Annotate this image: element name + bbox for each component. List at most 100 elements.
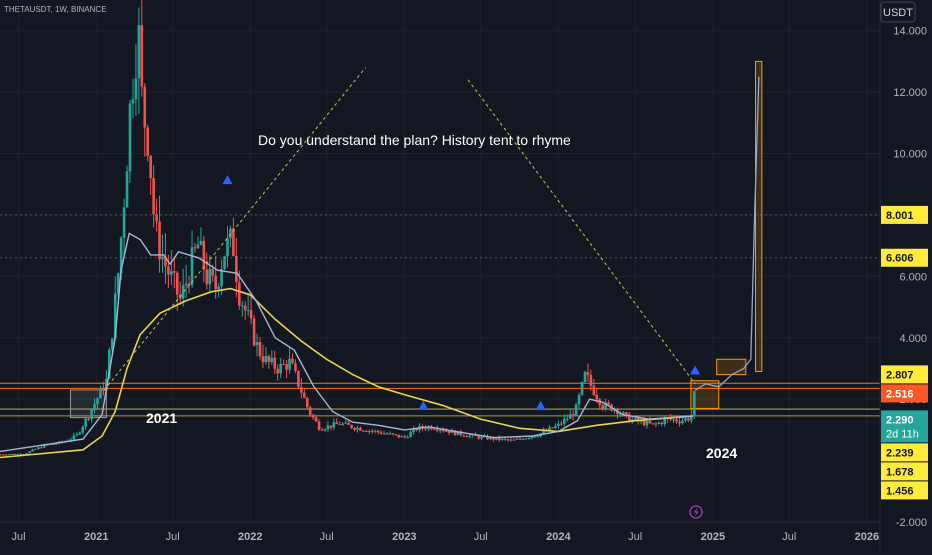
candle-body: [518, 438, 522, 440]
candle-body: [391, 433, 395, 435]
candle-body: [409, 432, 412, 438]
candle-body: [627, 414, 631, 423]
candle-body: [31, 449, 34, 452]
candle-body: [495, 437, 498, 440]
candle-body: [681, 420, 684, 424]
candle-body: [205, 269, 209, 285]
candle-body: [0, 454, 2, 456]
candle-body: [102, 387, 105, 391]
candle-body: [506, 439, 510, 441]
signal-triangle: [690, 365, 701, 375]
candle-body: [276, 368, 280, 374]
candle-body: [149, 155, 152, 179]
candle-body: [78, 432, 82, 435]
candle-body: [196, 244, 200, 249]
candle-body: [137, 25, 141, 79]
candle-body: [131, 99, 135, 104]
candle-body: [447, 430, 451, 434]
candle-body: [267, 355, 271, 362]
candle-body: [240, 305, 244, 307]
candle-body: [51, 443, 55, 445]
candle-body: [81, 426, 85, 433]
candle-body: [412, 428, 415, 433]
candle-body: [332, 422, 336, 428]
candle-body: [459, 431, 463, 436]
candle-body: [16, 453, 20, 455]
candle-body: [648, 421, 652, 424]
year-2024-annotation: 2024: [706, 445, 737, 461]
price-levels: [0, 214, 880, 417]
candle-body: [170, 271, 173, 275]
sma-slow-line: [0, 287, 694, 459]
x-tick-label: Jul: [782, 531, 796, 543]
candle-body: [193, 247, 197, 249]
y-tick-label: 10.000: [893, 149, 927, 161]
candle-body: [93, 404, 96, 411]
price-label-box: [881, 365, 928, 384]
x-tick-label: Jul: [474, 531, 488, 543]
x-tick-label: Jul: [166, 531, 180, 543]
y-tick-label: 14.000: [893, 26, 927, 38]
candle-body: [675, 419, 678, 422]
candle-body: [238, 282, 241, 306]
candle-body: [388, 433, 392, 435]
candle-body: [657, 422, 661, 425]
x-tick-label: Jul: [628, 531, 642, 543]
candle-body: [226, 238, 229, 257]
candle-body: [288, 358, 291, 370]
projection-box: [754, 60, 763, 373]
candle-body: [214, 275, 217, 290]
candle-body: [311, 414, 315, 418]
candle-body: [184, 283, 188, 286]
candle-body: [96, 398, 99, 405]
lightning-icon[interactable]: [689, 505, 703, 519]
price-label-text: 1.678: [886, 466, 914, 478]
price-label-text: 2.516: [886, 388, 914, 400]
candle-body: [122, 207, 126, 238]
currency-button[interactable]: USDT: [880, 1, 916, 23]
candle-body: [308, 407, 312, 415]
signal-triangle: [418, 400, 429, 410]
candle-body: [90, 410, 93, 419]
candle-body: [672, 419, 675, 421]
candle-body: [285, 364, 288, 370]
candle-body: [453, 430, 457, 436]
candle-body: [305, 397, 309, 408]
y-tick-label: 12.000: [893, 87, 927, 99]
candle-body: [40, 447, 43, 449]
candle-body: [370, 430, 374, 432]
candle-body: [297, 370, 300, 387]
candle-body: [586, 372, 590, 376]
candle-body: [560, 423, 563, 425]
candle-body: [353, 427, 356, 430]
candle-body: [604, 402, 607, 409]
candle-body: [350, 424, 353, 428]
candle-body: [217, 286, 220, 290]
candle-body: [229, 228, 232, 239]
candle-body: [273, 357, 277, 369]
candle-body: [639, 420, 643, 422]
candle-body: [379, 432, 383, 434]
time-axis[interactable]: Jul 2021 Jul 2022 Jul 2023 Jul 2024 Jul 2025 Jul 20…: [0, 521, 880, 543]
candle-body: [199, 240, 203, 245]
candle-body: [435, 429, 439, 431]
candle-body: [690, 415, 693, 421]
candle-body: [521, 439, 525, 441]
candle-body: [252, 318, 256, 346]
candle-body: [592, 385, 596, 395]
candle-body: [161, 256, 164, 260]
candle-body: [497, 437, 501, 440]
y-tick-label: 4.000: [899, 333, 927, 345]
candle-body: [75, 434, 79, 436]
projection-box: [716, 358, 747, 376]
price-label-box: [881, 462, 928, 481]
y-tick-label: -2.000: [896, 517, 927, 529]
price-label-countdown: 2d 11h: [886, 428, 919, 440]
candle-body: [571, 414, 575, 417]
candle-body: [524, 438, 528, 440]
indicator-lines: [0, 76, 760, 459]
candle-body: [515, 438, 519, 440]
x-tick-label: 2025: [701, 531, 725, 543]
candle-body: [583, 372, 587, 382]
candle-body: [503, 438, 507, 440]
